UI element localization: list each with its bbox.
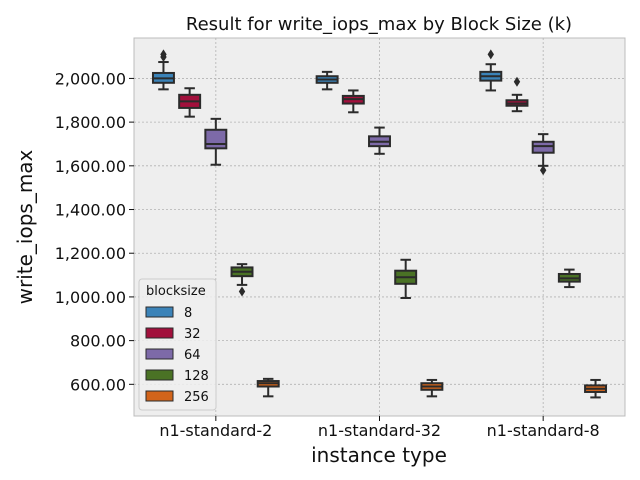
legend-swatch-256	[145, 390, 174, 402]
legend-label-32: 32	[184, 327, 201, 342]
outlier-point	[487, 49, 494, 60]
y-tick-label: 1,600.00	[55, 157, 126, 176]
box-32-n1-standard-8	[505, 76, 529, 113]
y-tick-label: 1,000.00	[55, 288, 126, 307]
box-256-n1-standard-32	[420, 378, 444, 398]
box-64-n1-standard-32	[368, 126, 391, 155]
legend-label-128: 128	[184, 369, 209, 384]
y-tick-label: 1,400.00	[55, 201, 126, 220]
box-128-n1-standard-32	[394, 258, 418, 300]
legend-swatch-32	[145, 327, 174, 339]
x-tick-label: n1-standard-2	[159, 421, 272, 440]
y-tick-label: 2,000.00	[55, 69, 126, 88]
legend-swatch-128	[145, 369, 174, 381]
outlier-point	[513, 76, 521, 87]
x-tick-label: n1-standard-32	[318, 421, 441, 440]
y-axis-label: write_iops_max	[13, 149, 37, 304]
box-32-n1-standard-32	[341, 89, 365, 114]
legend-label-64: 64	[184, 348, 201, 363]
box-256-n1-standard-8	[584, 378, 608, 399]
legend-swatch-8	[145, 306, 174, 318]
legend-label-256: 256	[184, 390, 209, 405]
box-8-n1-standard-2	[151, 49, 175, 91]
legend-label-8: 8	[184, 306, 192, 321]
box-8-n1-standard-32	[315, 70, 339, 91]
box-64-n1-standard-2	[204, 117, 228, 166]
x-tick-label: n1-standard-8	[487, 421, 600, 440]
box-8-n1-standard-8	[479, 49, 503, 92]
outlier-point	[238, 286, 246, 297]
legend-title: blocksize	[146, 284, 206, 299]
boxes	[151, 49, 608, 399]
box-256-n1-standard-2	[256, 377, 280, 398]
y-tick-label: 1,200.00	[55, 244, 126, 263]
outlier-point	[539, 165, 547, 176]
box-128-n1-standard-8	[557, 268, 581, 289]
x-axis-label: instance type	[311, 443, 447, 467]
y-tick-label: 1,800.00	[55, 113, 126, 132]
box-iqr	[531, 140, 555, 154]
y-tick-label: 800.00	[70, 332, 126, 351]
y-tick-label: 600.00	[70, 375, 126, 394]
axes: 600.00 800.00 1,000.00 1,200.00 1,400.00 1,60…	[55, 69, 600, 440]
box-32-n1-standard-2	[178, 87, 202, 118]
box-iqr	[204, 128, 228, 150]
legend: blocksize 8 32 64 128 256	[138, 278, 217, 411]
box-64-n1-standard-8	[531, 133, 555, 176]
box-128-n1-standard-2	[230, 263, 254, 297]
outlier-point	[160, 49, 167, 60]
legend-swatch-64	[145, 348, 174, 360]
chart-title: Result for write_iops_max by Block Size …	[186, 14, 572, 35]
